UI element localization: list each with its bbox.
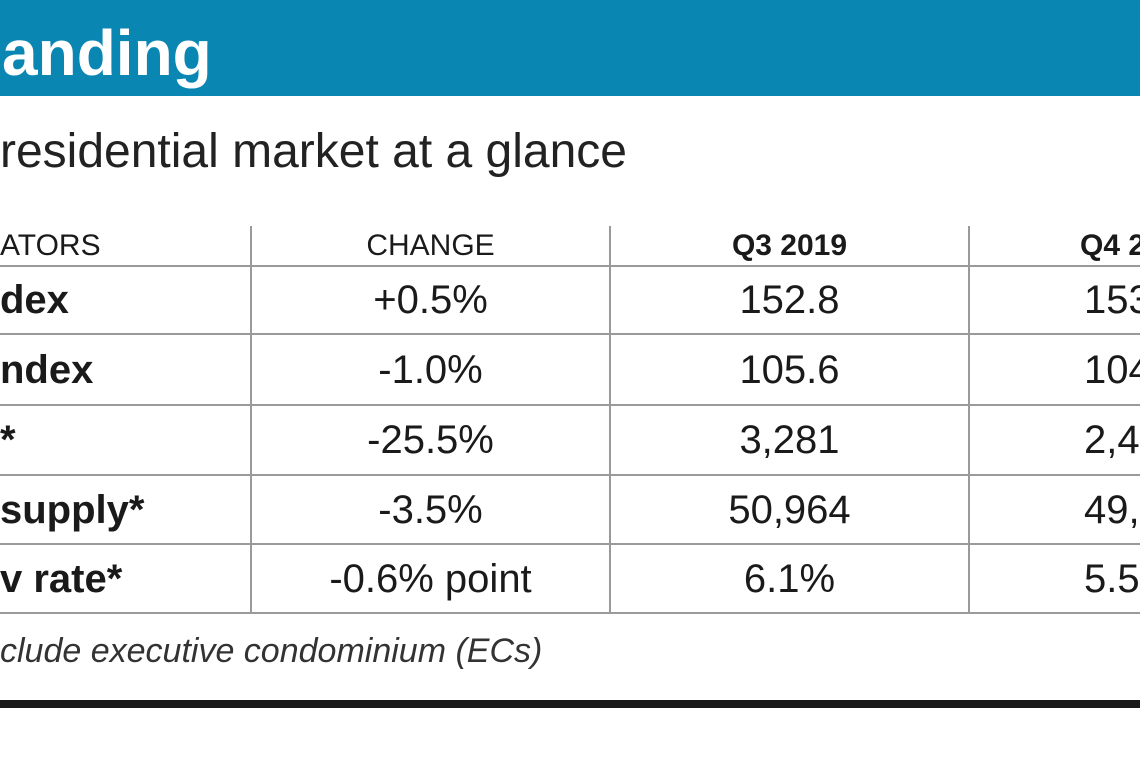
column-header-indicators: ATORS — [0, 229, 101, 262]
header-divider — [0, 265, 1140, 267]
row-divider — [0, 404, 1140, 406]
cell-q3-2019: 105.6 — [739, 347, 840, 392]
cell-q4: 2,4 — [1084, 418, 1140, 462]
cell-q4: 49,1 — [1084, 487, 1140, 532]
column-divider — [609, 226, 611, 614]
cell-q4: 104 — [1084, 347, 1140, 392]
column-header-change: CHANGE — [366, 229, 495, 262]
column-header-q3-2019: Q3 2019 — [731, 229, 848, 262]
row-divider — [0, 333, 1140, 335]
cell-indicator: v rate* — [0, 556, 123, 601]
cell-change: -0.6% point — [329, 556, 532, 601]
footnote: clude executive condominium (ECs) — [0, 632, 543, 670]
column-divider — [250, 226, 252, 614]
cell-q3-2019: 152.8 — [739, 278, 840, 322]
column-divider — [968, 226, 970, 614]
cell-indicator: * — [0, 418, 16, 462]
title-banner: anding — [0, 0, 1140, 96]
table-subtitle: residential market at a glance — [0, 125, 627, 178]
page-title: anding — [2, 17, 212, 89]
cell-indicator: dex — [0, 278, 69, 322]
row-divider — [0, 474, 1140, 476]
cell-change: -1.0% — [378, 347, 483, 392]
cell-q3-2019: 50,964 — [728, 487, 851, 532]
column-header-q4: Q4 2 — [1080, 229, 1140, 262]
cell-change: +0.5% — [373, 278, 488, 322]
row-divider — [0, 612, 1140, 614]
cell-change: -3.5% — [378, 487, 483, 532]
cell-change: -25.5% — [367, 418, 494, 462]
bottom-rule — [0, 700, 1140, 708]
row-divider — [0, 543, 1140, 545]
cell-q3-2019: 6.1% — [743, 556, 836, 601]
cell-q4: 153 — [1084, 278, 1140, 322]
cell-indicator: ndex — [0, 347, 94, 392]
cell-indicator: supply* — [0, 487, 145, 532]
cell-q4: 5.5 — [1084, 556, 1140, 601]
cell-q3-2019: 3,281 — [739, 418, 840, 462]
